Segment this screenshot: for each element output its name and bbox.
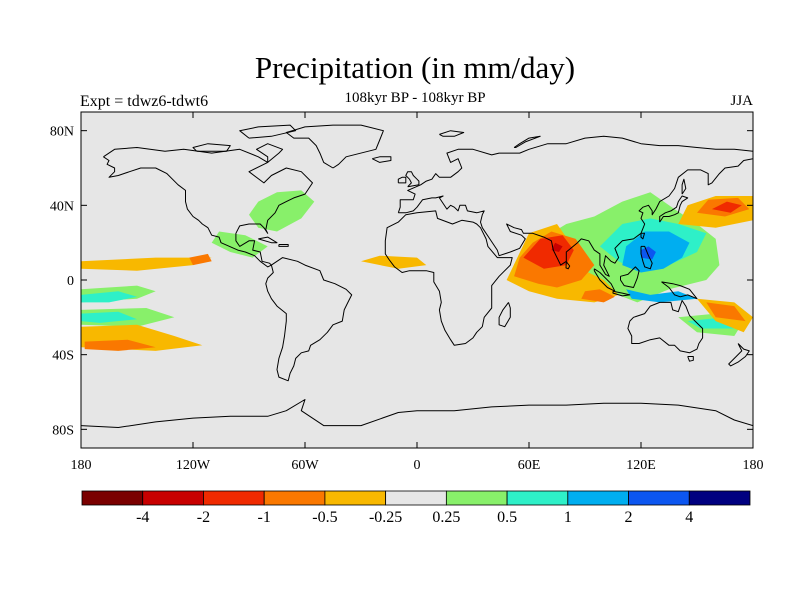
colorbar-label-1: -2 bbox=[197, 509, 210, 526]
colorbar-swatch-4 bbox=[324, 490, 387, 506]
coastline-baffin-island bbox=[256, 143, 284, 163]
lon-tick-label-0: 180 bbox=[71, 458, 92, 473]
colorbar-swatch-2 bbox=[203, 490, 265, 506]
coastline-north-america bbox=[103, 147, 313, 268]
anomaly-blob-25 bbox=[523, 235, 574, 269]
lon-tick-label-4: 60E bbox=[518, 458, 541, 473]
coastline-madagascar bbox=[498, 302, 511, 328]
anomaly-blob-12 bbox=[641, 246, 656, 260]
coastline-south-america bbox=[265, 257, 353, 382]
anomaly-blob-11 bbox=[626, 289, 697, 303]
plot-subtitle: 108kyr BP - 108kyr BP bbox=[344, 90, 486, 106]
anomaly-blob-24 bbox=[706, 302, 746, 322]
colorbar-label-2: -1 bbox=[258, 509, 271, 526]
coastline-tasmania bbox=[687, 356, 694, 362]
colorbar-swatch-0 bbox=[81, 490, 144, 506]
lat-tick-label-4: 80S bbox=[52, 423, 74, 438]
anomaly-blob-21 bbox=[84, 339, 156, 351]
coastline-antarctica bbox=[81, 399, 753, 428]
lon-tick-label-6: 180 bbox=[743, 458, 764, 473]
colorbar-label-0: -4 bbox=[136, 509, 149, 526]
coastline-java bbox=[612, 290, 631, 297]
coastline-novaya-zemlya bbox=[513, 135, 541, 148]
colorbar-swatch-8 bbox=[567, 490, 629, 506]
colorbar-swatch-5 bbox=[385, 490, 447, 506]
anomaly-blob-22 bbox=[189, 253, 212, 266]
anomaly-contours bbox=[81, 190, 753, 351]
coastline-great-britain bbox=[405, 171, 420, 188]
anomaly-blob-8 bbox=[81, 311, 137, 323]
coastline-africa bbox=[384, 210, 513, 346]
lat-tick-label-2: 0 bbox=[67, 274, 74, 289]
colorbar-label-5: 0.25 bbox=[432, 509, 460, 526]
coastline-sakhalin bbox=[681, 178, 687, 195]
anomaly-blob-2 bbox=[211, 231, 268, 258]
colorbar-label-7: 1 bbox=[564, 509, 572, 526]
anomaly-blob-7 bbox=[81, 291, 137, 303]
lat-tick-label-1: 40N bbox=[50, 199, 74, 214]
anomaly-blob-1 bbox=[249, 190, 315, 232]
coastline-ellesmere-island bbox=[239, 124, 297, 139]
experiment-label: Expt = tdwz6-tdwt6 bbox=[80, 93, 209, 110]
lat-tick-label-3: 40S bbox=[52, 349, 74, 364]
anomaly-blob-26 bbox=[711, 201, 742, 213]
colorbar-label-4: -0.25 bbox=[369, 509, 402, 526]
coastline-svalbard bbox=[439, 130, 465, 137]
coastline-sri-lanka bbox=[565, 261, 571, 270]
coastline-new-guinea bbox=[661, 281, 698, 300]
coastline-ireland bbox=[397, 176, 407, 184]
colorbar-swatch-1 bbox=[142, 490, 204, 506]
lat-tick-label-0: 80N bbox=[50, 125, 74, 140]
anomaly-blob-15 bbox=[361, 255, 427, 269]
anomaly-blob-27 bbox=[551, 242, 563, 252]
anomaly-blob-14 bbox=[81, 257, 212, 271]
coastlines bbox=[81, 124, 753, 428]
colorbar: -4 -2 -1 -0.5 -0.25 0.25 0.5 1 2 4 bbox=[81, 490, 751, 526]
season-label: JJA bbox=[730, 93, 753, 109]
coastline-australia bbox=[627, 300, 704, 354]
anomaly-blob-20 bbox=[581, 289, 615, 303]
colorbar-swatch-7 bbox=[506, 490, 569, 506]
colorbar-swatch-9 bbox=[628, 490, 690, 506]
coastline-japan bbox=[659, 195, 689, 223]
colorbar-label-9: 4 bbox=[685, 509, 693, 526]
coastline-taiwan bbox=[640, 232, 645, 240]
coastline-philippines bbox=[640, 245, 653, 270]
axis-ticks: 180 120W 60W 0 60E 120E 180 80N 40N 0 40S 80S bbox=[50, 112, 764, 473]
coastline-new-zealand bbox=[728, 343, 750, 367]
coastline-greenland bbox=[285, 124, 384, 169]
lon-tick-label-3: 0 bbox=[414, 458, 421, 473]
colorbar-swatch-10 bbox=[688, 490, 751, 506]
lon-tick-label-1: 120W bbox=[176, 458, 211, 473]
coastline-cuba bbox=[258, 236, 278, 244]
colorbar-swatch-6 bbox=[445, 490, 508, 506]
coastline-sumatra bbox=[593, 268, 616, 292]
coastline-europe-asia bbox=[397, 135, 753, 277]
colorbar-label-6: 0.5 bbox=[497, 509, 517, 526]
coastline-victoria-island bbox=[192, 143, 231, 152]
colorbar-label-3: -0.5 bbox=[312, 509, 337, 526]
coastline-borneo bbox=[620, 266, 640, 288]
coastline-hispaniola bbox=[278, 244, 289, 247]
lon-tick-label-5: 120E bbox=[626, 458, 656, 473]
coastline-iceland bbox=[371, 156, 392, 163]
lon-tick-label-2: 60W bbox=[291, 458, 319, 473]
colorbar-label-8: 2 bbox=[625, 509, 633, 526]
plot-title: Precipitation (in mm/day) bbox=[254, 50, 576, 85]
colorbar-swatch-3 bbox=[263, 490, 326, 506]
